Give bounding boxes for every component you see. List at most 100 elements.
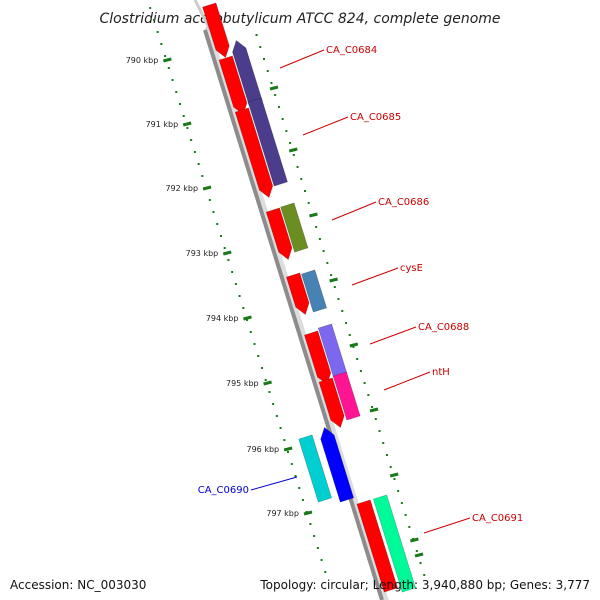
leader-line: [423, 517, 471, 534]
left-track-dot: [324, 571, 327, 573]
cds-block: [303, 330, 332, 386]
tick-mark: [369, 407, 379, 413]
left-track-dot: [223, 247, 226, 249]
left-track-dot: [298, 487, 301, 489]
reverse-cds-block: [320, 426, 355, 503]
right-track-dot: [300, 178, 303, 180]
feature-track: [202, 2, 417, 593]
left-track-dot: [249, 331, 252, 333]
right-track-dot: [322, 250, 325, 252]
right-track-dot: [330, 274, 333, 276]
gene-block-ca_c0686: [280, 202, 309, 253]
right-track-dot: [382, 442, 385, 444]
right-track-dot: [374, 418, 377, 420]
right-track-dot: [292, 154, 295, 156]
right-track-dot: [385, 454, 388, 456]
left-track-dot: [238, 295, 241, 297]
tick-mark: [202, 185, 212, 191]
right-track-dot: [337, 298, 340, 300]
tick-label: 793 kbp: [186, 249, 219, 258]
leader-line: [383, 371, 431, 391]
tick-label: 791 kbp: [146, 120, 179, 129]
gene-block-ca_c0685: [247, 97, 288, 187]
tick-mark: [243, 315, 252, 321]
left-track-dot: [320, 559, 323, 561]
right-track-dot: [341, 310, 344, 312]
right-track-dot: [393, 478, 396, 480]
leader-line: [331, 201, 377, 221]
right-track-dot: [289, 142, 292, 144]
right-track-dot: [277, 106, 280, 108]
accession-text: Accession: NC_003030: [10, 578, 147, 592]
left-track-dot: [193, 151, 196, 153]
left-track-dot: [264, 379, 267, 381]
tick-mark: [303, 510, 313, 516]
right-track-dot: [359, 370, 362, 372]
left-track-dot: [309, 523, 312, 525]
tick-mark: [349, 342, 359, 348]
genome-summary-text: Topology: circular; Length: 3,940,880 bp…: [260, 578, 590, 592]
tick-mark: [182, 121, 192, 127]
tick-mark: [309, 212, 318, 218]
right-track-dot: [333, 286, 336, 288]
left-track-dot: [272, 403, 275, 405]
right-track-dot: [326, 262, 329, 264]
left-track-dot: [212, 211, 215, 213]
leader-line: [250, 476, 298, 491]
tick-label: 797 kbp: [266, 509, 299, 518]
right-track-dot: [296, 166, 299, 168]
left-track-dot: [216, 223, 219, 225]
tick-label: 795 kbp: [226, 379, 259, 388]
right-track-dot: [408, 526, 411, 528]
gene-labels: CA_C0684 CA_C0685 CA_C0686 cysE CA_C0688 ntH C…: [198, 45, 523, 534]
genome-backbone: [193, 0, 389, 600]
leader-line: [369, 326, 417, 345]
tick-label: 794 kbp: [206, 314, 239, 323]
gene-label-ca_c0685: CA_C0685: [350, 112, 401, 123]
left-track-dot: [190, 139, 193, 141]
tick-mark: [269, 85, 279, 91]
tick-mark: [414, 552, 424, 558]
tick-label: 790 kbp: [126, 56, 159, 65]
right-tick-track: [255, 34, 426, 576]
right-track-dot: [415, 550, 418, 552]
left-track-dot: [227, 259, 230, 261]
left-track-dot: [149, 7, 152, 9]
cds-block: [202, 2, 230, 59]
right-track-dot: [367, 394, 370, 396]
left-track-dot: [242, 307, 245, 309]
tick-mark: [329, 277, 338, 283]
leader-line: [279, 49, 325, 69]
leader-line: [302, 116, 349, 136]
leader-line: [351, 267, 399, 286]
right-track-dot: [281, 118, 284, 120]
left-track-dot: [301, 499, 304, 501]
tick-mark: [222, 250, 232, 256]
tick-mark: [162, 57, 172, 63]
gene-label-ca_c0691: CA_C0691: [472, 513, 523, 524]
left-track-dot: [171, 79, 174, 81]
right-track-dot: [371, 406, 374, 408]
right-track-dot: [400, 502, 403, 504]
left-track-dot: [160, 43, 163, 45]
right-track-dot: [404, 514, 407, 516]
left-track-dot: [164, 55, 167, 57]
left-track-dot: [294, 475, 297, 477]
left-track-dot: [234, 283, 237, 285]
right-track-dot: [348, 334, 351, 336]
left-track-dot: [290, 463, 293, 465]
left-track-dot: [152, 19, 155, 21]
cds-block: [356, 499, 399, 593]
left-track-dot: [253, 343, 256, 345]
tick-mark: [283, 446, 293, 452]
right-track-dot: [307, 202, 310, 204]
left-track-dot: [316, 547, 319, 549]
right-track-dot: [344, 322, 347, 324]
left-track-dot: [201, 175, 204, 177]
map-title: Clostridium acetobutylicum ATCC 824, com…: [99, 11, 500, 27]
tick-label: 796 kbp: [247, 445, 280, 454]
tick-label: 792 kbp: [165, 184, 198, 193]
left-track-dot: [208, 199, 211, 201]
right-track-dot: [318, 238, 321, 240]
gene-block-cyse: [301, 269, 328, 313]
